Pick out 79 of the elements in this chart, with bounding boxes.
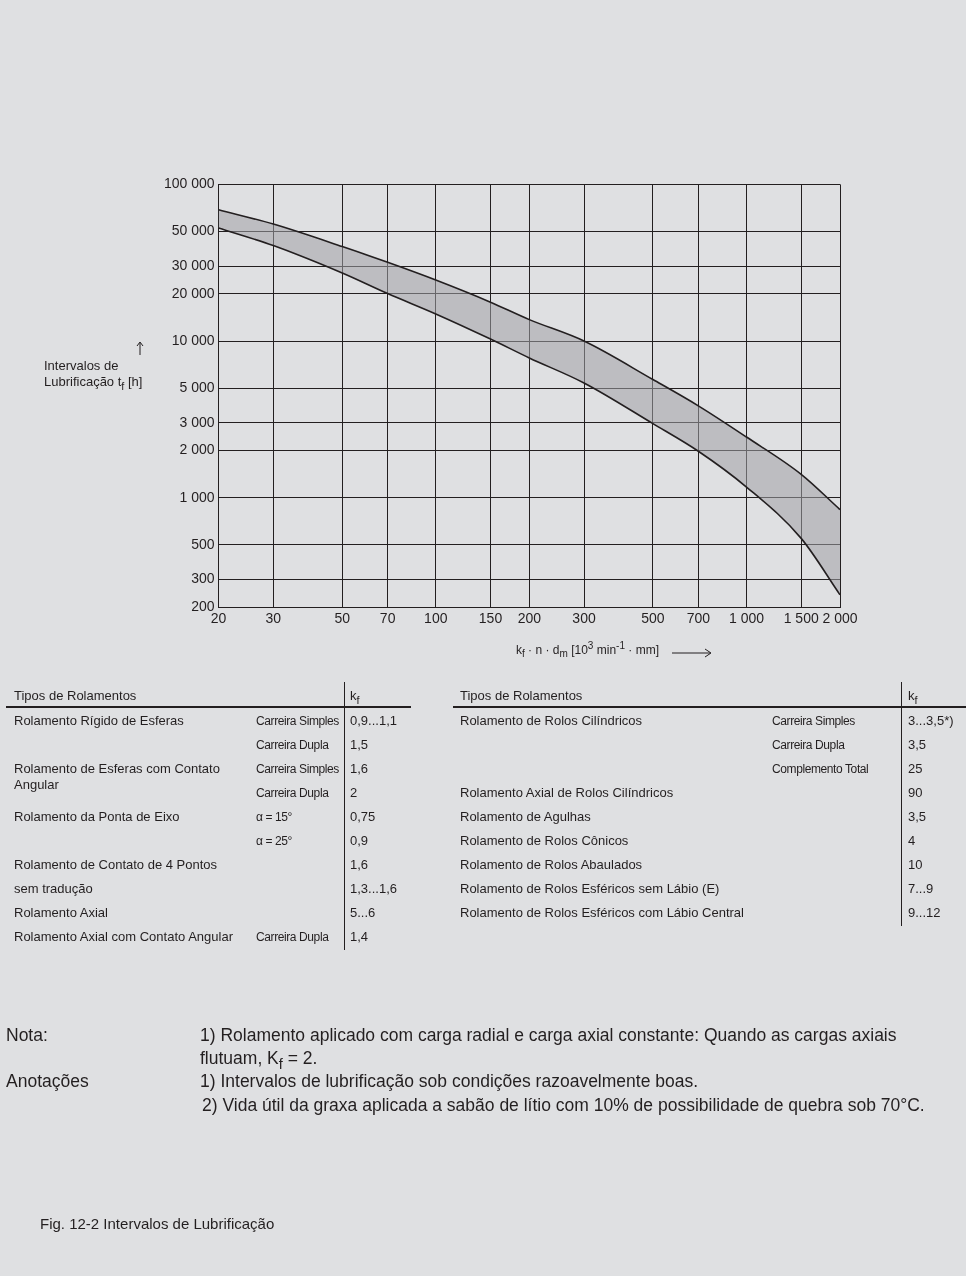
y-tick-label: 20 000 [171,284,215,301]
text: α = 25° [256,833,292,849]
text: 2 [350,785,358,801]
text: Rolamento de Rolos Esféricos com Lábio Central [460,905,744,921]
text: 3,5 [908,737,927,753]
x-tick-label: 20 [210,610,227,627]
text: Rolamento de Agulhas [460,809,591,825]
x-tick-label: 700 [686,610,711,627]
text: Rolamento de Rolos Cônicos [460,833,629,849]
y-tick-label: 3 000 [179,413,215,430]
x-tick-label: 500 [641,610,665,627]
text: Rolamento Axial com Contato Angular [14,929,233,945]
text: k$_{f}$ [350,688,360,708]
text: Nota: [6,1024,48,1047]
text: Carreira Simples [256,713,339,729]
text: sem tradução [14,881,93,897]
text: Rolamento da Ponta de Eixo [14,809,180,825]
y-tick-label: 100 000 [164,175,215,192]
text: Rolamento Axial de Rolos Cilíndricos [460,785,674,801]
text: Rolamento de Rolos Abaulados [460,857,643,873]
text: Carreira Simples [256,761,339,777]
text: k$_{f}$ [908,688,918,708]
y-tick-label: 50 000 [171,222,215,239]
text: Carreira Dupla [772,737,845,753]
x-tick-label: 100 [424,610,448,627]
y-tick-label: 2 000 [179,441,215,458]
text: 1,4 [350,929,369,945]
text: Anotações [6,1070,89,1093]
text: Rolamento Axial [14,905,108,921]
text: 10 [908,857,923,873]
text: Carreira Dupla [256,929,329,945]
x-tick-label: 50 [334,610,351,627]
x-tick-label: 1 000 [728,610,765,627]
text: 90 [908,785,923,801]
text: Complemento Total [772,761,869,777]
text: 2) Vida útil da graxa aplicada a sabão de lítio com 10% de possibilidade de quebra sob 70°C. [202,1094,926,1117]
text: Fig. 12-2 Intervalos de Lubrificação [40,1214,275,1234]
text: 1) Intervalos de lubrificação sob condições razoavelmente boas. [200,1070,700,1093]
y-tick-label: 10 000 [171,331,215,348]
text: 9...12 [908,905,941,921]
text: 0,9 [350,833,369,849]
text: 1,5 [350,737,369,753]
y-axis-title: Intervalos de Lubrificação t$_{f}$ [h] [44,358,144,394]
text: 1,3...1,6 [350,881,397,897]
x-tick-label: 300 [572,610,596,627]
text: 0,9...1,1 [350,713,397,729]
x-tick-label: 70 [379,610,396,627]
text: 3...3,5*) [908,713,954,729]
text: 1,6 [350,761,369,777]
x-tick-label: 200 [517,610,542,627]
text: Rolamento Rígido de Esferas [14,713,184,729]
text: 5...6 [350,905,376,921]
text: Carreira Dupla [256,785,329,801]
text: k$_{f}$ · n · d$_{m}$ [10$^{3}$ min$^{-1}$ · mm] [516,640,659,660]
text: Tipos de Rolamentos [14,688,137,704]
y-tick-label: 300 [191,570,215,587]
text: Carreira Simples [772,713,855,729]
x-tick-label: 30 [265,610,282,627]
text: 0,75 [350,809,376,825]
text: 1) Rolamento aplicado com carga radial e carga axial constante: Quando as cargas axiais flutuam, K$_{f}$ = 2. [200,1025,897,1072]
y-tick-label: 5 000 [179,379,215,396]
text: 1,6 [350,857,369,873]
y-tick-label: 1 000 [179,488,215,505]
text: Rolamento de Esferas com Contato Angular [14,761,221,793]
text: Carreira Dupla [256,737,329,753]
y-tick-label: 30 000 [171,257,215,274]
y-tick-label: 500 [191,535,215,552]
x-tick-label: 1 500 [783,610,819,627]
text: 7...9 [908,881,934,897]
text: Rolamento de Rolos Cilíndricos [460,713,643,729]
text: α = 15° [256,809,292,825]
text: Rolamento de Rolos Esféricos sem Lábio (E) [460,881,720,897]
text: 3,5 [908,809,927,825]
x-tick-label: 150 [478,610,503,627]
text: 4 [908,833,916,849]
x-tick-label: 2 000 [822,610,858,627]
text: Tipos de Rolamentos [460,688,583,704]
text: 25 [908,761,923,777]
text: Rolamento de Contato de 4 Pontos [14,857,218,873]
